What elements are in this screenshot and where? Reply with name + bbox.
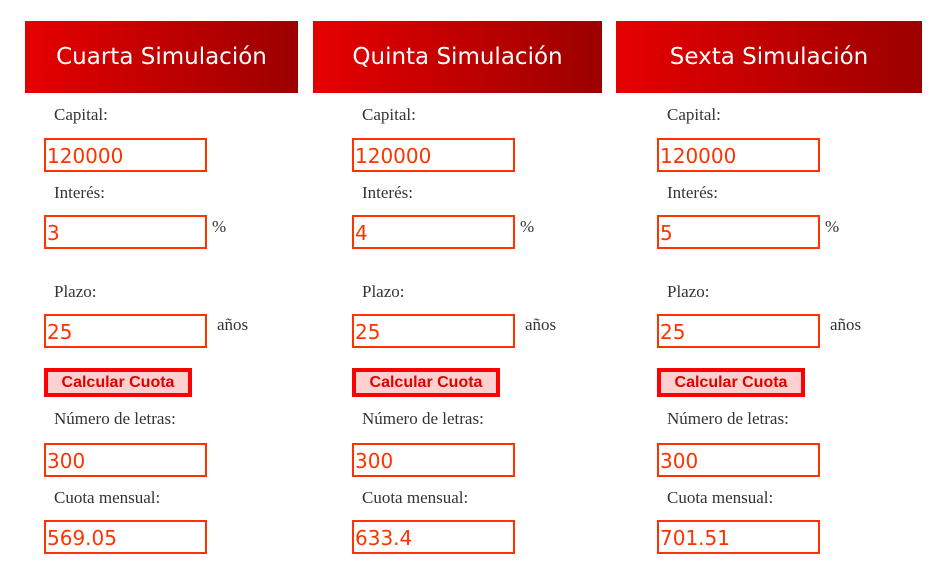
letras-input[interactable]: 300 xyxy=(657,443,820,477)
simulation-form: Capital: 120000 Interés: 5 % Plazo: 25 a… xyxy=(657,0,945,581)
letras-label: Número de letras: xyxy=(362,409,484,428)
letras-input[interactable]: 300 xyxy=(44,443,207,477)
interes-input[interactable]: 5 xyxy=(657,215,820,249)
plazo-input[interactable]: 25 xyxy=(657,314,820,348)
cuota-label: Cuota mensual: xyxy=(362,488,469,507)
simulation-form: Capital: 120000 Interés: 4 % Plazo: 25 a… xyxy=(352,0,652,581)
plazo-label: Plazo: xyxy=(667,282,710,301)
percent-unit: % xyxy=(520,217,535,236)
capital-label: Capital: xyxy=(362,105,416,124)
letras-label: Número de letras: xyxy=(54,409,176,428)
header-simulation-4: Cuarta Simulación xyxy=(25,21,298,93)
header-simulation-5: Quinta Simulación xyxy=(313,21,602,93)
capital-label: Capital: xyxy=(667,105,721,124)
cuota-input[interactable]: 569.05 xyxy=(44,520,207,554)
plazo-label: Plazo: xyxy=(362,282,405,301)
interes-label: Interés: xyxy=(54,183,105,202)
calcular-cuota-button[interactable]: Calcular Cuota xyxy=(657,368,805,397)
capital-input[interactable]: 120000 xyxy=(657,138,820,172)
letras-input[interactable]: 300 xyxy=(352,443,515,477)
header-simulation-6: Sexta Simulación xyxy=(616,21,922,93)
calcular-cuota-button[interactable]: Calcular Cuota xyxy=(44,368,192,397)
cuota-input[interactable]: 633.4 xyxy=(352,520,515,554)
anos-unit: años xyxy=(830,315,862,334)
anos-unit: años xyxy=(217,315,249,334)
interes-label: Interés: xyxy=(362,183,413,202)
cuota-input[interactable]: 701.51 xyxy=(657,520,820,554)
cuota-label: Cuota mensual: xyxy=(54,488,161,507)
interes-input[interactable]: 4 xyxy=(352,215,515,249)
anos-unit: años xyxy=(525,315,557,334)
plazo-label: Plazo: xyxy=(54,282,97,301)
percent-unit: % xyxy=(825,217,840,236)
letras-label: Número de letras: xyxy=(667,409,789,428)
capital-input[interactable]: 120000 xyxy=(352,138,515,172)
capital-input[interactable]: 120000 xyxy=(44,138,207,172)
plazo-input[interactable]: 25 xyxy=(352,314,515,348)
capital-label: Capital: xyxy=(54,105,108,124)
percent-unit: % xyxy=(212,217,227,236)
simulation-form: Capital: 120000 Interés: 3 % Plazo: 25 a… xyxy=(44,0,344,581)
cuota-label: Cuota mensual: xyxy=(667,488,774,507)
interes-input[interactable]: 3 xyxy=(44,215,207,249)
interes-label: Interés: xyxy=(667,183,718,202)
calcular-cuota-button[interactable]: Calcular Cuota xyxy=(352,368,500,397)
plazo-input[interactable]: 25 xyxy=(44,314,207,348)
